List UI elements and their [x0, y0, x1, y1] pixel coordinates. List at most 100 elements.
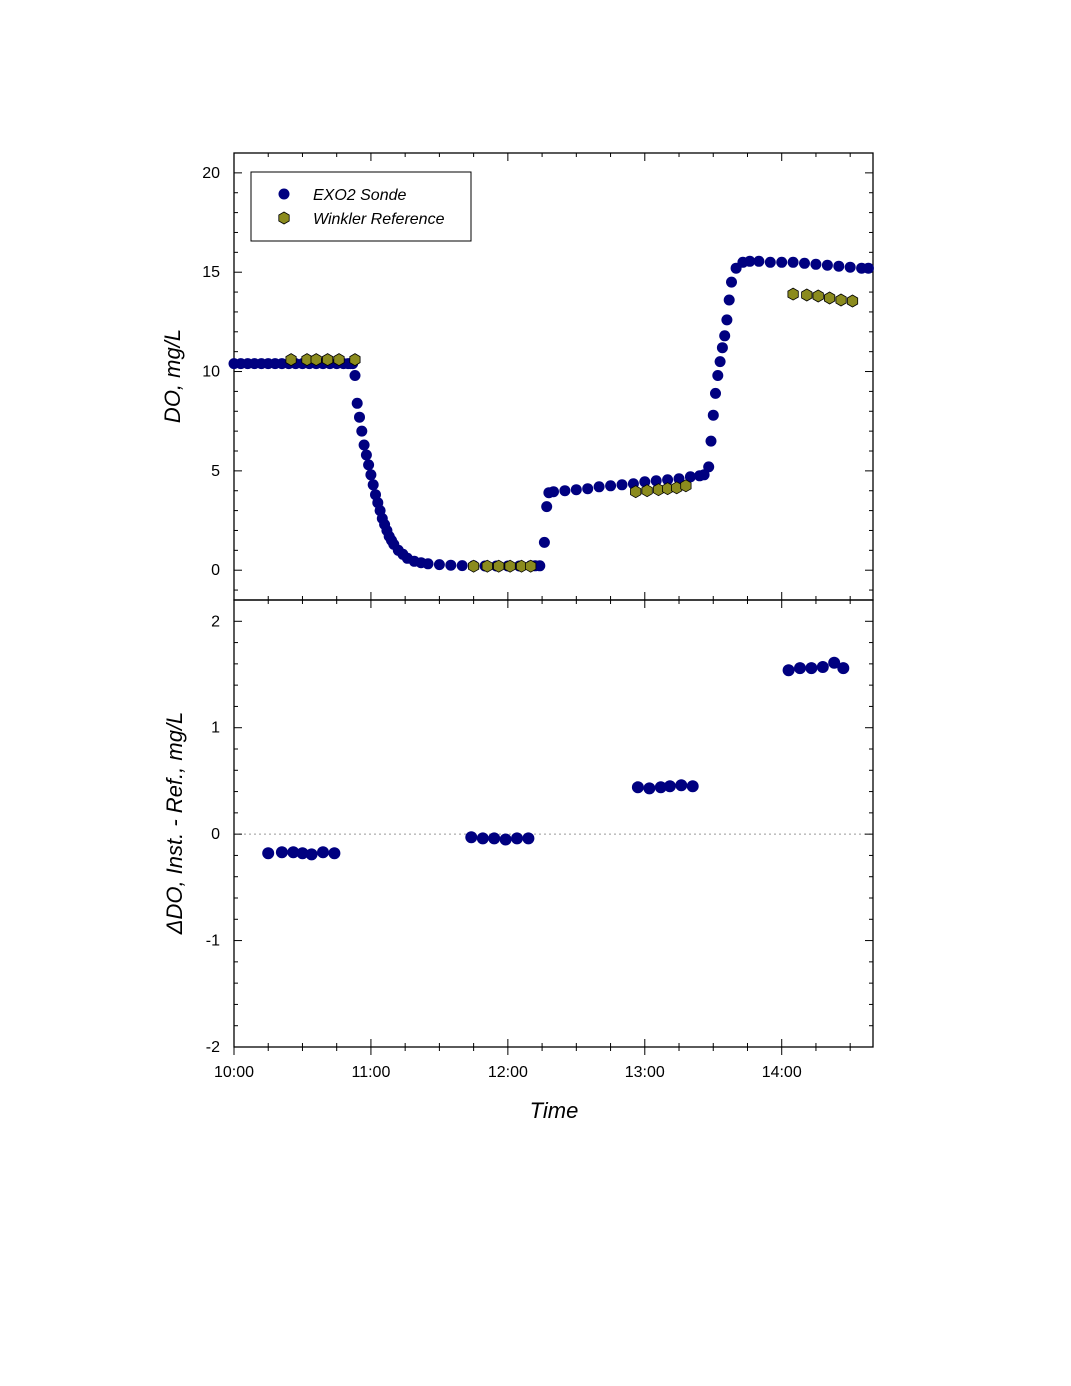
exo2-sonde-point [719, 330, 731, 342]
exo2-sonde-point [363, 459, 375, 471]
bottom-series [262, 656, 850, 861]
top-ticks: 0 5 10 15 20 [202, 152, 873, 600]
delta-do-point [828, 656, 841, 669]
x-tick-label: 14:00 [762, 1064, 802, 1081]
delta-do-point [465, 831, 478, 844]
winkler-reference-point [525, 559, 537, 573]
exo2-sonde-point [422, 558, 434, 570]
winkler-reference-point [835, 293, 847, 307]
bottom-tick-label: -2 [206, 1039, 220, 1056]
delta-do-point [837, 662, 850, 675]
bottom-ticks: -2 -1 0 1 2 10:00 11:00 12:00 13:00 14:00 [206, 599, 873, 1081]
winkler-reference-point [846, 294, 859, 308]
exo2-sonde-point [673, 473, 685, 485]
winkler-reference-point [310, 353, 322, 367]
bottom-tick-label: -1 [206, 933, 220, 950]
winkler-reference-point [481, 559, 493, 573]
delta-do-point [328, 847, 341, 860]
delta-do-point [296, 847, 309, 860]
winkler-reference-point [630, 485, 642, 499]
exo2-sonde-point [714, 356, 726, 368]
exo2-sonde-point [351, 397, 363, 409]
exo2-sonde-point [365, 469, 377, 481]
exo2-sonde-point [821, 259, 833, 271]
exo2-sonde-point [753, 255, 765, 267]
bottom-panel: -2 -1 0 1 2 10:00 11:00 12:00 13:00 14:00 ΔDO, In… [162, 599, 874, 1123]
exo2-sonde-point [712, 370, 724, 381]
legend-marker-winkler [278, 211, 290, 225]
top-panel: 0 5 10 15 20 DO, mg/L EXO2 Sonde Winkler Ref… [160, 152, 874, 601]
winkler-reference-point [641, 484, 653, 498]
exo2-sonde-point [764, 256, 776, 268]
exo2-sonde-point [593, 481, 605, 493]
exo2-sonde-point [616, 479, 628, 491]
winkler-reference-point [493, 559, 505, 573]
winkler-reference-point [680, 479, 692, 493]
bottom-tick-label: 1 [211, 720, 220, 737]
exo2-sonde-point [721, 314, 733, 326]
exo2-sonde-point [707, 409, 719, 421]
x-tick-label: 10:00 [214, 1064, 254, 1081]
exo2-sonde-point [833, 260, 845, 272]
delta-do-point [262, 847, 275, 860]
delta-do-point [287, 846, 300, 859]
delta-do-point [499, 833, 512, 846]
delta-do-point [631, 781, 644, 794]
exo2-sonde-point [358, 439, 370, 451]
winkler-reference-point [812, 289, 824, 303]
exo2-sonde-point [703, 461, 715, 473]
bottom-tick-label: 0 [211, 826, 220, 843]
top-tick-label: 20 [202, 165, 220, 182]
exo2-sonde-point [810, 258, 822, 270]
delta-do-point [317, 846, 329, 859]
winkler-reference-point [467, 559, 480, 573]
legend-marker-exo2 [278, 188, 290, 200]
exo2-sonde-point [354, 411, 365, 423]
winkler-reference-point [321, 353, 334, 367]
exo2-sonde-point [360, 449, 372, 461]
exo2-sonde-point [776, 256, 788, 268]
exo2-sonde-point [716, 342, 728, 354]
delta-do-point [675, 779, 688, 792]
exo2-sonde-point [723, 294, 735, 306]
bottom-y-axis-title: ΔDO, Inst. - Ref., mg/L [162, 712, 187, 936]
delta-do-point [782, 664, 795, 677]
exo2-sonde-point [862, 262, 874, 274]
legend: EXO2 Sonde Winkler Reference [250, 171, 472, 242]
winkler-reference-point [801, 288, 813, 302]
top-y-axis-title: DO, mg/L [160, 329, 185, 423]
exo2-sonde-point [445, 559, 457, 571]
exo2-sonde-point [548, 486, 559, 498]
top-tick-label: 15 [202, 264, 220, 281]
exo2-sonde-point [534, 560, 546, 572]
exo2-sonde-point [349, 370, 361, 381]
top-tick-label: 5 [211, 463, 220, 480]
winkler-reference-point [824, 291, 836, 305]
exo2-sonde-point [367, 479, 379, 491]
legend-label-exo2: EXO2 Sonde [313, 187, 407, 204]
exo2-sonde-point [559, 485, 571, 497]
exo2-sonde-point [538, 536, 550, 548]
exo2-sonde-point [570, 484, 582, 496]
exo2-sonde-point [356, 425, 368, 437]
x-axis-title: Time [530, 1098, 579, 1123]
winkler-reference-point [333, 353, 345, 367]
exo2-sonde-point [456, 560, 468, 572]
exo2-sonde-point [799, 257, 810, 269]
exo2-sonde-point [582, 483, 594, 495]
exo2-sonde-point [605, 480, 617, 492]
x-tick-label: 13:00 [625, 1064, 665, 1081]
exo2-sonde-point [726, 276, 737, 288]
delta-do-point [522, 832, 535, 845]
exo2-sonde-point [541, 501, 553, 513]
exo2-sonde-point [744, 255, 756, 267]
exo2-sonde-point [710, 387, 721, 399]
delta-do-point [794, 662, 806, 675]
bottom-plot-frame [233, 599, 874, 1048]
exo2-sonde-point [787, 256, 799, 268]
delta-do-point [305, 848, 318, 861]
delta-do-point [663, 780, 676, 793]
exo2-sonde-point [844, 261, 856, 273]
top-tick-label: 0 [211, 562, 220, 579]
